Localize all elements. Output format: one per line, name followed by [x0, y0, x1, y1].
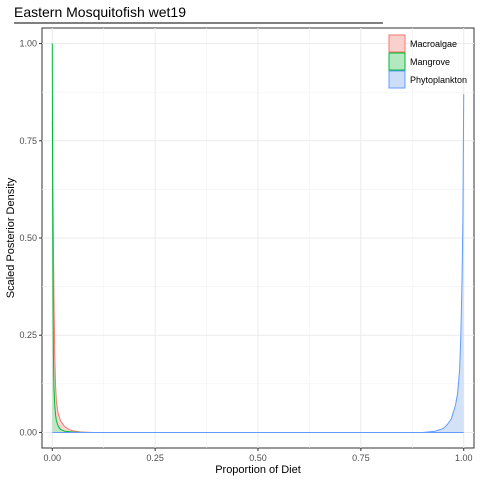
legend: Macroalgae Mangrove Phytoplankton [388, 34, 467, 89]
x-tick-label: 0.50 [249, 453, 267, 463]
phytoplankton-legend-label: Phytoplankton [410, 75, 467, 85]
x-tick-label: 0.75 [352, 453, 370, 463]
y-tick-label: 0.00 [19, 427, 37, 437]
x-axis-title: Proportion of Diet [215, 464, 301, 476]
macroalgae-legend-key [388, 34, 406, 53]
mangrove-legend-key [388, 52, 406, 71]
phytoplankton-density-area [422, 94, 464, 433]
phytoplankton-legend-key [388, 70, 406, 89]
phytoplankton-density-line [422, 94, 465, 433]
y-axis-title: Scaled Posterior Density [5, 177, 17, 298]
x-tick-label: 0.00 [44, 453, 62, 463]
macroalgae-legend-label: Macroalgae [410, 39, 457, 49]
density-areas [51, 43, 465, 433]
mangrove-legend-label: Mangrove [410, 57, 450, 67]
y-tick-label: 0.50 [19, 233, 37, 243]
y-tick-label: 0.25 [19, 330, 37, 340]
x-tick-label: 0.25 [146, 453, 164, 463]
macroalgae-density-line [51, 121, 94, 433]
y-tick-label: 1.00 [19, 39, 37, 49]
mangrove-density-line [51, 43, 86, 433]
y-tick-label: 0.75 [19, 136, 37, 146]
chart-title: Eastern Mosquitofish wet19 [14, 4, 186, 20]
x-tick-label: 1.00 [455, 453, 473, 463]
axis-ticks: 0.00 0.25 0.50 0.75 1.00 0.00 0.25 0.50 0.75 1.00 [19, 39, 472, 463]
